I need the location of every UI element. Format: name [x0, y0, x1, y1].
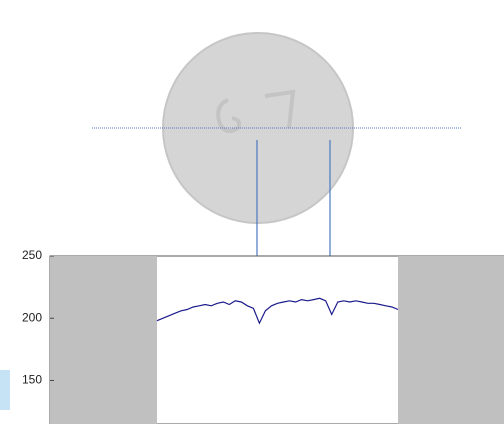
masked-region	[50, 256, 157, 424]
y-tick-label: 150	[22, 373, 42, 387]
y-tick-label: 250	[22, 248, 42, 262]
side-marker	[0, 370, 10, 410]
figure: 150 200 250	[0, 0, 504, 424]
y-tick-label: 200	[22, 310, 42, 324]
masked-region	[398, 256, 504, 424]
plot	[50, 256, 504, 424]
